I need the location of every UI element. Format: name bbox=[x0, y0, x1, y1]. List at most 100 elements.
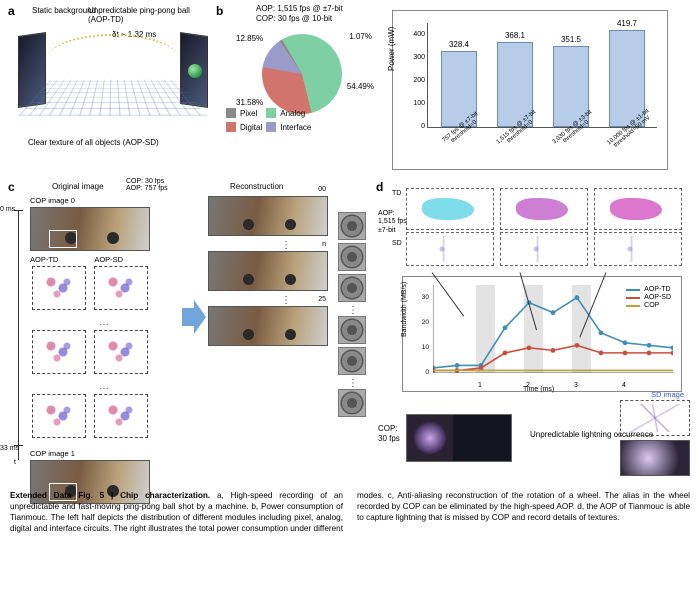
td-thumb bbox=[500, 188, 588, 230]
bar-ytick: 400 bbox=[395, 31, 425, 38]
bw-series-marker bbox=[551, 348, 556, 353]
bw-series-marker bbox=[479, 366, 484, 371]
aop-td-2 bbox=[32, 394, 86, 438]
label-static-bg: Static background bbox=[32, 6, 96, 15]
td-thumb bbox=[406, 188, 494, 230]
bar-ytick: 200 bbox=[395, 77, 425, 84]
bw-legend: AOP-TDAOP-SDCOP bbox=[622, 283, 675, 312]
aop-sd-0 bbox=[94, 266, 148, 310]
recon-heading: Reconstruction bbox=[230, 182, 283, 191]
recon-image bbox=[208, 306, 328, 346]
panel-d-label: d bbox=[376, 180, 383, 194]
pie-legend: PixelAnalogDigitalInterface bbox=[226, 108, 311, 132]
panel-b: b AOP: 1,515 fps @ ±7-bit COP: 30 fps @ … bbox=[216, 4, 676, 174]
panel-a-label: a bbox=[8, 4, 15, 18]
pingpong-ball bbox=[188, 64, 202, 78]
recon-item: 00 bbox=[208, 196, 328, 236]
caption-lead: Extended Data Fig. 5 | Chip characteriza… bbox=[10, 491, 210, 500]
bw-ylabel: Bandwidth (MB/s) bbox=[401, 282, 408, 337]
bw-series-marker bbox=[527, 345, 532, 350]
legend-swatch bbox=[226, 108, 236, 118]
panel-a: a Static background Unpredictable ping-p… bbox=[8, 4, 208, 174]
orig-heading: Original image bbox=[52, 182, 104, 191]
sd-thumb bbox=[594, 232, 682, 266]
recon-index: 00 bbox=[318, 186, 326, 193]
dots-2: … bbox=[30, 381, 180, 392]
aop-grid: … … bbox=[30, 264, 180, 445]
figure-caption: Extended Data Fig. 5 | Chip characteriza… bbox=[10, 490, 690, 534]
bar-chart: Power (mW) 328.4368.1351.5419.7 01002003… bbox=[392, 10, 668, 170]
dots-1: … bbox=[30, 317, 180, 328]
bw-series-marker bbox=[599, 350, 604, 355]
pie-label-pixel: 1.07% bbox=[349, 32, 372, 41]
bar-value: 419.7 bbox=[607, 19, 647, 28]
bw-xtick: 2 bbox=[526, 382, 530, 389]
bw-series-marker bbox=[623, 350, 628, 355]
bw-series-marker bbox=[647, 350, 652, 355]
wheel-crop bbox=[338, 389, 366, 417]
bw-series-marker bbox=[623, 340, 628, 345]
panel-d: d TD AOP: 1,515 fps ±7-bit SD Bandwidth … bbox=[376, 180, 692, 484]
bw-ytick: 0 bbox=[409, 369, 429, 376]
arrow-icon bbox=[182, 300, 206, 334]
legend-swatch bbox=[266, 108, 276, 118]
cop0-label: COP image 0 bbox=[30, 196, 180, 205]
recon-image bbox=[208, 251, 328, 291]
time-start: 0 ms bbox=[0, 206, 28, 213]
d-bottom: COP: 30 fps Unpredictable lightning occu… bbox=[376, 400, 692, 478]
bw-series-marker bbox=[551, 310, 556, 315]
bar-value: 328.4 bbox=[439, 40, 479, 49]
bw-series-marker bbox=[503, 325, 508, 330]
sd-thumb bbox=[406, 232, 494, 266]
sd-label: SD bbox=[392, 240, 402, 248]
recon-index: 25 bbox=[318, 296, 326, 303]
cop-image-0 bbox=[30, 207, 150, 251]
sd-image-box bbox=[620, 400, 690, 436]
legend-swatch bbox=[266, 122, 276, 132]
hdr-cop: COP: 30 fps @ 10-bit bbox=[256, 14, 343, 24]
bw-legend-row: AOP-SD bbox=[626, 294, 671, 301]
wheel-crops: ⋮ ⋮ bbox=[338, 212, 370, 420]
bw-series-marker bbox=[647, 343, 652, 348]
bw-series-marker bbox=[455, 363, 460, 368]
td-label: TD bbox=[392, 190, 401, 198]
bw-legend-row: AOP-TD bbox=[626, 286, 671, 293]
cop-lightning-image bbox=[406, 414, 512, 462]
wheel-crop bbox=[338, 274, 366, 302]
pie-graphic bbox=[262, 34, 342, 114]
recon-item: 25 bbox=[208, 306, 328, 346]
aop-cop-header: AOP: 1,515 fps @ ±7-bit COP: 30 fps @ 10… bbox=[256, 4, 343, 25]
recon-index: n bbox=[322, 241, 326, 248]
wheel-crop bbox=[338, 316, 366, 344]
time-end: 33 ms bbox=[0, 445, 28, 452]
label-ball: Unpredictable ping-pong ball (AOP-TD) bbox=[88, 6, 208, 24]
label-clear-texture: Clear texture of all objects (AOP-SD) bbox=[28, 138, 159, 147]
wheel-crop bbox=[338, 347, 366, 375]
legend-text: Digital bbox=[240, 123, 262, 132]
wheel-crop bbox=[338, 212, 366, 240]
td-thumb bbox=[594, 188, 682, 230]
dots-3: ⋮ bbox=[338, 305, 370, 316]
bw-series-marker bbox=[671, 350, 673, 355]
aop-td-0 bbox=[32, 266, 86, 310]
pie-label-analog: 54.49% bbox=[347, 82, 374, 91]
c-left-col: COP image 0 AOP-TD AOP-SD … … COP image … bbox=[30, 196, 180, 504]
aop-sd-1 bbox=[94, 330, 148, 374]
aop-sd-label: AOP-SD bbox=[94, 255, 123, 264]
aop-td-label: AOP-TD bbox=[30, 255, 58, 264]
aop-td-1 bbox=[32, 330, 86, 374]
sd-image-label: SD image bbox=[651, 390, 684, 399]
aop-side-label: AOP: 1,515 fps ±7-bit bbox=[378, 210, 407, 235]
bar-ytick: 0 bbox=[395, 123, 425, 130]
recon-item: n bbox=[208, 251, 328, 291]
bar-value: 368.1 bbox=[495, 31, 535, 40]
td-thumbs bbox=[406, 188, 682, 230]
panel-c-label: c bbox=[8, 180, 15, 194]
recon-image bbox=[208, 196, 328, 236]
bw-ytick: 30 bbox=[409, 294, 429, 301]
bw-series-marker bbox=[599, 330, 604, 335]
trajectory-arc bbox=[48, 34, 178, 58]
sd-thumb bbox=[500, 232, 588, 266]
bw-ytick: 20 bbox=[409, 319, 429, 326]
legend-text: Pixel bbox=[240, 109, 262, 118]
